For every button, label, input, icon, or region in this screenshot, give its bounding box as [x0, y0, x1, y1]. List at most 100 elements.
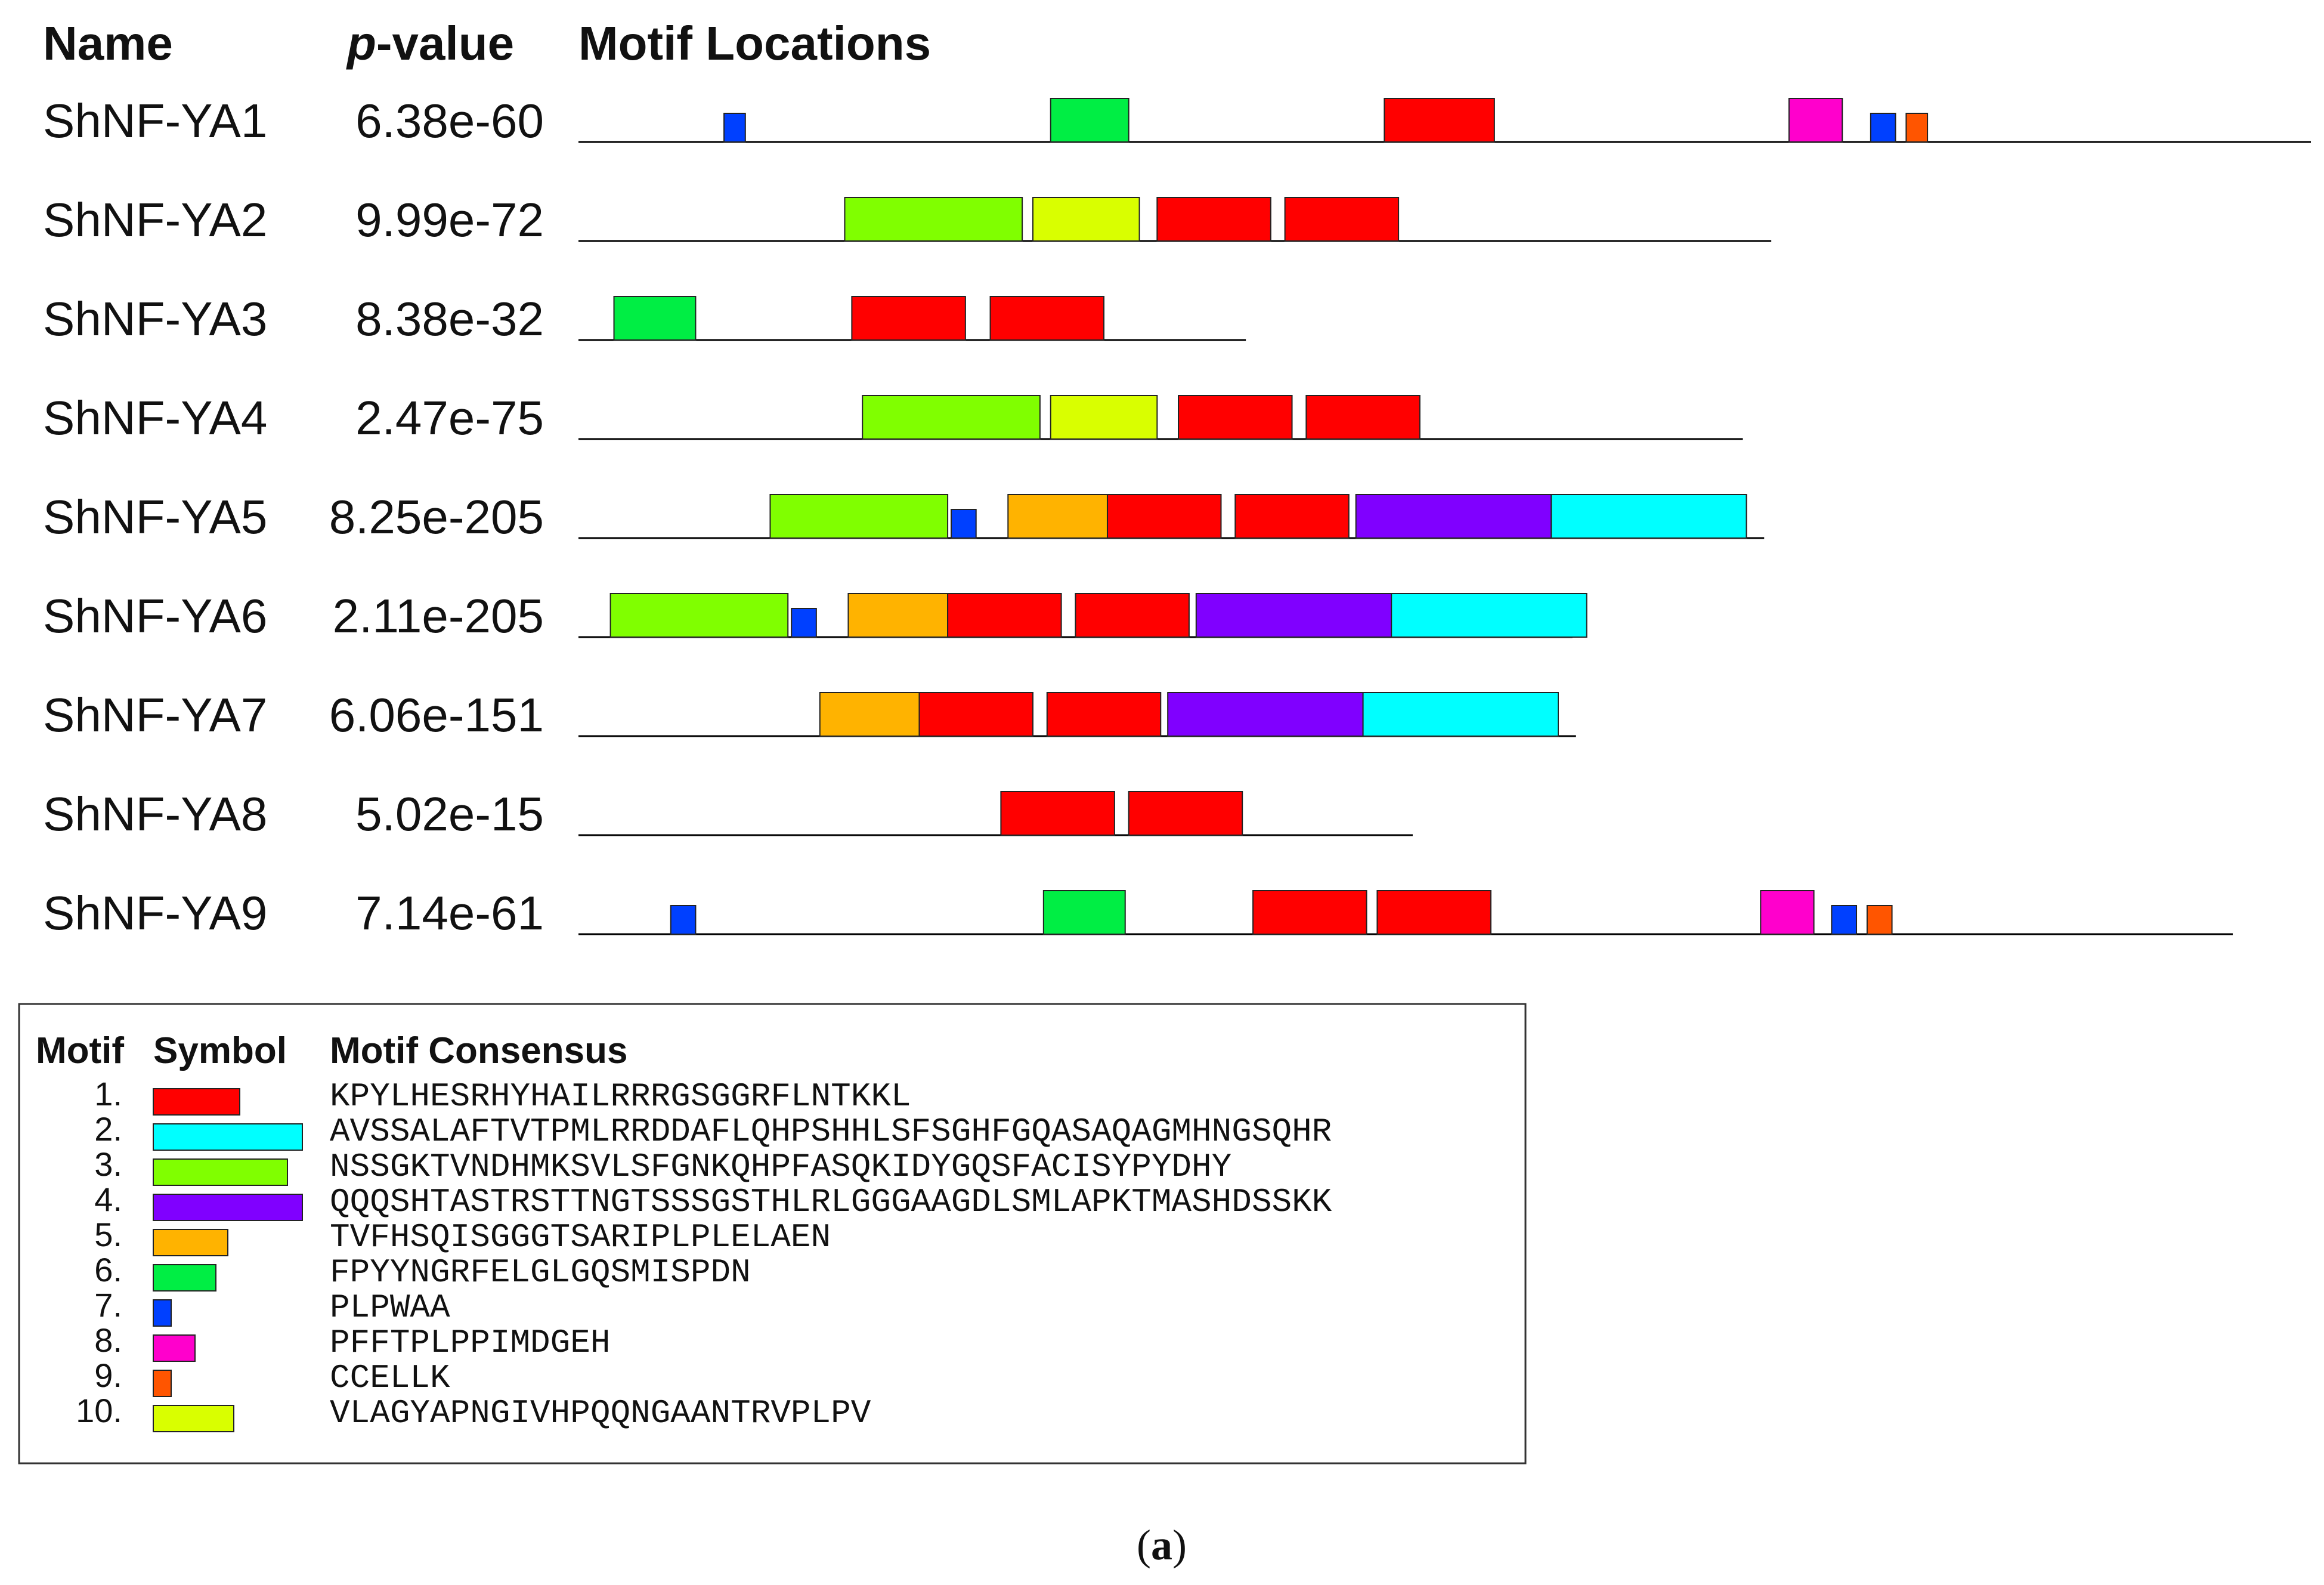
legend-box: [18, 1003, 1527, 1464]
sequence-row: ShNF-YA4 2.47e-75: [43, 391, 1743, 444]
legend-motif-symbol: [153, 1264, 216, 1292]
motif-box: [819, 692, 920, 737]
motif-boxes: [844, 197, 1400, 242]
pvalue-column-header: p-value: [346, 17, 514, 70]
motif-box: [1046, 692, 1162, 737]
sequence-pvalue: 2.47e-75: [355, 391, 544, 444]
motif-box: [851, 296, 966, 341]
motif-box: [951, 509, 977, 539]
motif-box: [1000, 791, 1115, 836]
figure-caption: (a): [1137, 1521, 1187, 1569]
sequence-name: ShNF-YA1: [43, 94, 267, 147]
motif-box: [1252, 890, 1367, 935]
legend-row: 9. CCELLK: [94, 1357, 450, 1397]
sequence-rows: ShNF-YA1 6.38e-60 ShNF-YA2 9.99e-72 ShNF…: [43, 94, 2311, 940]
legend-row: 5. TVFHSQISGGGTSARIPLPLELAEN: [94, 1216, 831, 1256]
legend-motif-consensus: VLAGYAPNGIVHPQQNGAANTRVPLPV: [330, 1394, 871, 1432]
motif-box: [1870, 113, 1896, 143]
legend-motif-symbol: [153, 1229, 228, 1256]
motif-box: [1178, 395, 1293, 440]
sequence-pvalue: 6.38e-60: [355, 94, 544, 147]
sequence-pvalue: 9.99e-72: [355, 193, 544, 246]
motif-box: [1050, 98, 1129, 143]
motif-boxes: [613, 296, 1105, 341]
motif-box: [1106, 494, 1222, 539]
sequence-row: ShNF-YA9 7.14e-61: [43, 886, 2233, 940]
motif-box: [1391, 593, 1588, 638]
motif-box: [1007, 494, 1108, 539]
legend-row: 10. VLAGYAPNGIVHPQQNGAANTRVPLPV: [76, 1392, 871, 1432]
sequence-row: ShNF-YA3 8.38e-32: [43, 292, 1246, 345]
legend-rows: 1. KPYLHESRHYHAILRRRGSGGRFLNTKKL 2. AVSS…: [76, 1075, 1332, 1432]
sequence-row: ShNF-YA7 6.06e-151: [43, 688, 1576, 741]
legend-motif-consensus: TVFHSQISGGGTSARIPLPLELAEN: [330, 1218, 831, 1256]
legend-motif-symbol: [153, 1088, 240, 1116]
legend-motif-number: 5.: [94, 1216, 122, 1253]
motif-box: [1050, 395, 1158, 440]
legend-motif-number: 7.: [94, 1286, 122, 1324]
legend-motif-consensus: NSSGKTVNDHMKSVLSFGNKQHPFASQKIDYGQSFACISY…: [330, 1148, 1231, 1186]
legend-motif-consensus: CCELLK: [330, 1359, 450, 1397]
sequence-name: ShNF-YA3: [43, 292, 267, 345]
motif-boxes: [723, 98, 1929, 143]
sequence-name: ShNF-YA6: [43, 589, 267, 642]
sequence-row: ShNF-YA5 8.25e-205: [43, 490, 1765, 543]
motif-box: [844, 197, 1023, 242]
sequence-name: ShNF-YA2: [43, 193, 267, 246]
motif-box: [609, 593, 789, 638]
motif-box: [918, 692, 1033, 737]
legend-motif-consensus: PLPWAA: [330, 1289, 450, 1327]
legend-motif-number: 4.: [94, 1181, 122, 1218]
motif-box: [1032, 197, 1140, 242]
legend-row: 4. QQQSHTASTRSTTNGTSSSGSTHLRLGGGAAGDLSML…: [94, 1181, 1332, 1221]
motif-boxes: [769, 494, 1747, 539]
sequence-row: ShNF-YA6 2.11e-205: [43, 589, 1588, 642]
motif-box: [1905, 113, 1929, 143]
motif-box: [1866, 905, 1893, 935]
legend-motif-header: Motif: [36, 1030, 124, 1071]
sequence-name: ShNF-YA8: [43, 787, 267, 841]
caption-open-paren: (: [1137, 1521, 1151, 1569]
motif-box: [1128, 791, 1243, 836]
name-column-header: Name: [43, 17, 173, 70]
motif-box: [1234, 494, 1350, 539]
legend-motif-symbol: [153, 1158, 288, 1186]
legend-motif-number: 3.: [94, 1145, 122, 1183]
motif-boxes: [862, 395, 1421, 440]
legend-consensus-header: Motif Consensus: [330, 1030, 627, 1071]
motif-boxes: [1000, 791, 1243, 836]
pvalue-header-rest: -value: [376, 17, 514, 70]
sequence-pvalue: 2.11e-205: [333, 589, 544, 642]
legend-motif-symbol: [153, 1334, 196, 1362]
motif-boxes: [819, 692, 1559, 737]
sequence-name: ShNF-YA9: [43, 886, 267, 940]
motif-box: [862, 395, 1041, 440]
sequence-pvalue: 5.02e-15: [355, 787, 544, 841]
sequence-row: ShNF-YA1 6.38e-60: [43, 94, 2311, 147]
legend-motif-consensus: AVSSALAFTVTPMLRRDDAFLQHPSHHLSFSGHFGQASAQ…: [330, 1113, 1332, 1151]
legend-motif-consensus: KPYLHESRHYHAILRRRGSGGRFLNTKKL: [330, 1077, 911, 1116]
motif-box: [847, 593, 949, 638]
sequence-row: ShNF-YA2 9.99e-72: [43, 193, 1772, 246]
legend-motif-symbol: [153, 1299, 172, 1327]
legend-row: 1. KPYLHESRHYHAILRRRGSGGRFLNTKKL: [94, 1075, 911, 1116]
caption-letter: a: [1151, 1521, 1172, 1569]
motif-boxes: [609, 593, 1588, 638]
pvalue-header-italic: p: [346, 17, 376, 70]
motif-box: [1760, 890, 1815, 935]
sequence-row: ShNF-YA8 5.02e-15: [43, 787, 1413, 841]
legend-row: 8. PFFTPLPPIMDGEH: [94, 1321, 610, 1362]
motif-box: [1362, 692, 1559, 737]
motif-box: [1355, 494, 1552, 539]
motif-box: [791, 608, 817, 638]
motif-boxes: [670, 890, 1893, 935]
motif-box: [1167, 692, 1364, 737]
sequence-name: ShNF-YA4: [43, 391, 267, 444]
legend-symbol-header: Symbol: [153, 1030, 287, 1071]
legend-row: 2. AVSSALAFTVTPMLRRDDAFLQHPSHHLSFSGHFGQA…: [94, 1110, 1332, 1151]
motif-box: [1284, 197, 1400, 242]
sequence-pvalue: 6.06e-151: [329, 688, 544, 741]
legend-motif-symbol: [153, 1123, 303, 1151]
legend-motif-number: 2.: [94, 1110, 122, 1148]
